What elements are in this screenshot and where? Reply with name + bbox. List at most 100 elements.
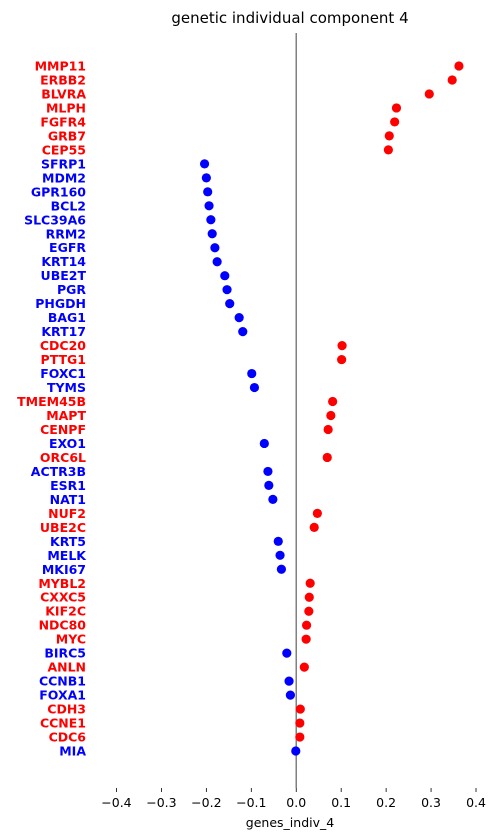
gene-label-krt5: KRT5: [50, 534, 86, 549]
gene-label-erbb2: ERBB2: [40, 72, 86, 87]
gene-label-nat1: NAT1: [50, 492, 86, 507]
x-tick-label: 0.4: [466, 795, 486, 810]
data-point-ndc80: [301, 620, 312, 630]
data-point-cdh3: [295, 704, 305, 714]
gene-label-birc5: BIRC5: [44, 646, 86, 661]
data-point-tyms: [249, 382, 260, 393]
gene-label-foxc1: FOXC1: [40, 366, 86, 381]
data-point-mlph: [391, 103, 402, 113]
x-tick-label: −0.4: [101, 795, 131, 810]
gene-label-gpr160: GPR160: [31, 184, 86, 199]
data-point-actr3b: [263, 466, 273, 477]
x-tick-label: 0.0: [286, 795, 306, 810]
x-tick-label: −0.2: [191, 795, 221, 810]
gene-label-mdm2: MDM2: [42, 170, 86, 185]
data-point-pgr: [222, 285, 232, 295]
gene-label-phgdh: PHGDH: [35, 296, 86, 311]
data-point-bcl2: [204, 201, 214, 211]
data-point-mdm2: [201, 173, 211, 183]
data-point-phgdh: [225, 299, 235, 309]
data-point-exo1: [259, 438, 269, 449]
data-point-cdc6: [295, 732, 305, 742]
x-tick-label: −0.1: [236, 795, 266, 810]
gene-label-mki67: MKI67: [42, 562, 86, 577]
gene-label-bcl2: BCL2: [51, 198, 86, 213]
gene-label-tmem45b: TMEM45B: [17, 394, 86, 409]
gene-label-mia: MIA: [59, 744, 86, 759]
gene-label-blvra: BLVRA: [41, 86, 86, 101]
gene-label-foxa1: FOXA1: [39, 688, 86, 703]
data-point-krt14: [212, 257, 222, 267]
data-point-cxxc5: [304, 592, 314, 602]
gene-label-mmp11: MMP11: [35, 59, 86, 74]
x-tick-label: 0.2: [376, 795, 396, 810]
data-point-nat1: [268, 494, 278, 504]
data-point-bag1: [234, 313, 244, 323]
x-axis-label: genes_indiv_4: [246, 815, 334, 830]
gene-label-egfr: EGFR: [49, 240, 86, 255]
gene-label-pgr: PGR: [57, 282, 86, 297]
gene-label-mlph: MLPH: [46, 100, 86, 115]
gene-label-slc39a6: SLC39A6: [24, 212, 86, 227]
gene-label-melk: MELK: [47, 548, 87, 563]
data-point-mybl2: [305, 578, 315, 588]
data-point-ube2c: [309, 522, 319, 532]
gene-label-rrm2: RRM2: [46, 226, 86, 241]
gene-label-tyms: TYMS: [47, 380, 86, 395]
gene-label-krt17: KRT17: [41, 324, 86, 339]
data-point-foxa1: [285, 690, 295, 700]
x-tick-label: 0.3: [421, 795, 441, 810]
gene-label-cdc20: CDC20: [40, 338, 86, 353]
data-point-rrm2: [207, 229, 217, 239]
data-point-gpr160: [203, 187, 213, 197]
data-point-cep55: [383, 145, 393, 155]
data-point-esr1: [264, 480, 274, 490]
gene-label-ccne1: CCNE1: [40, 716, 86, 731]
data-point-slc39a6: [206, 215, 216, 225]
chart-title: genetic individual component 4: [171, 9, 408, 27]
x-tick-label: 0.1: [331, 795, 351, 810]
data-point-anln: [299, 662, 309, 672]
gene-label-ube2c: UBE2C: [40, 520, 86, 535]
gene-label-nuf2: NUF2: [48, 506, 86, 521]
data-point-blvra: [424, 89, 434, 99]
data-point-nuf2: [312, 508, 322, 518]
data-points: [199, 61, 464, 756]
gene-label-ccnb1: CCNB1: [39, 674, 86, 689]
gene-label-grb7: GRB7: [48, 128, 86, 143]
gene-label-cxxc5: CXXC5: [40, 590, 86, 605]
gene-label-fgfr4: FGFR4: [40, 114, 86, 129]
data-point-pttg1: [337, 354, 347, 365]
data-point-mki67: [276, 564, 287, 574]
gene-label-kif2c: KIF2C: [45, 604, 86, 619]
gene-label-bag1: BAG1: [48, 310, 86, 325]
gene-label-exo1: EXO1: [49, 436, 86, 451]
data-point-sfrp1: [199, 159, 210, 169]
data-point-ccnb1: [284, 676, 294, 686]
data-point-foxc1: [247, 368, 257, 379]
gene-label-cdh3: CDH3: [47, 702, 86, 717]
gene-label-myc: MYC: [56, 632, 86, 647]
gene-label-mybl2: MYBL2: [38, 576, 86, 591]
data-point-orc6l: [322, 452, 332, 463]
data-point-mmp11: [454, 61, 464, 71]
gene-label-ube2t: UBE2T: [41, 268, 87, 283]
data-point-krt17: [238, 327, 248, 337]
gene-label-anln: ANLN: [47, 660, 86, 675]
x-tick-label: −0.3: [146, 795, 176, 810]
gene-label-pttg1: PTTG1: [41, 352, 86, 367]
data-point-egfr: [210, 243, 220, 253]
data-point-krt5: [273, 536, 283, 546]
data-point-cdc20: [337, 341, 347, 351]
data-point-kif2c: [304, 606, 314, 616]
data-point-ube2t: [220, 271, 230, 281]
gene-label-esr1: ESR1: [50, 478, 86, 493]
data-point-erbb2: [447, 75, 457, 85]
gene-label-krt14: KRT14: [41, 254, 86, 269]
gene-label-cdc6: CDC6: [49, 730, 87, 745]
data-point-myc: [301, 634, 311, 644]
data-point-grb7: [384, 131, 394, 141]
x-axis-ticks: −0.4 −0.3 −0.2 −0.1 0.0 0.1 0.2 0.3 0.4: [101, 788, 486, 810]
